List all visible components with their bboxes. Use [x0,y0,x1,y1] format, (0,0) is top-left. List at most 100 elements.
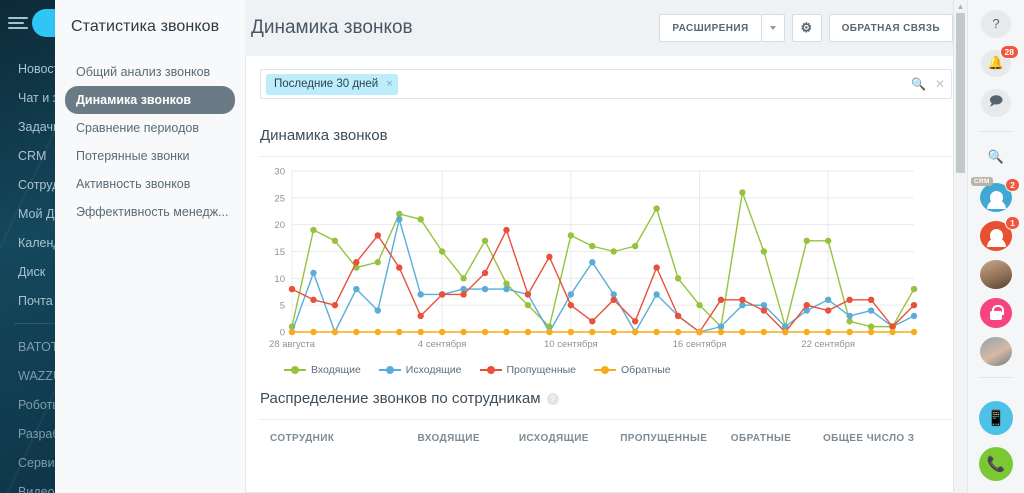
chart-title-divider [260,156,952,157]
chat-icon: 🗩 [988,93,1004,109]
svg-text:25: 25 [274,193,285,204]
legend-label: Обратные [621,364,671,376]
avatar-contact-badge: 1 [1005,216,1020,231]
legend-marker-icon [378,366,401,374]
filter-chip-remove-icon[interactable]: × [386,78,393,90]
svg-text:0: 0 [280,328,285,339]
svg-text:28 августа: 28 августа [269,339,316,350]
feedback-button[interactable]: ОБРАТНАЯ СВЯЗЬ [828,14,953,42]
search-button[interactable]: 🔍 [981,143,1011,171]
sidebar-item-crm[interactable]: CRM [18,148,47,163]
table-column-header-4[interactable]: ПРОПУЩЕННЫЕ [620,433,708,444]
sidebar-item-mail[interactable]: Почта [18,293,53,308]
device-button[interactable]: 📱 [979,401,1013,436]
toolbar: Динамика звонков РАСШИРЕНИЯ ⚙ ОБРАТНАЯ С… [245,0,967,56]
extensions-button[interactable]: РАСШИРЕНИЯ [659,14,761,42]
svg-text:4 сентября: 4 сентября [418,339,466,350]
svg-text:10: 10 [274,274,285,285]
panel-title: Статистика звонков [71,18,220,35]
extensions-button-group: РАСШИРЕНИЯ [659,14,785,42]
phone-icon: 📞 [986,456,1006,474]
bell-icon: 🔔 [987,55,1005,71]
avatar-contact[interactable]: 1 [980,216,1020,251]
legend-label: Пропущенные [506,364,577,376]
avatar-user-photo-1[interactable] [980,259,1012,290]
filter-input[interactable]: Последние 30 дней × 🔍 ✕ [260,69,952,99]
svg-text:22 сентября: 22 сентября [801,339,855,350]
close-icon[interactable]: ✕ [934,77,945,91]
legend-item-2[interactable]: Исходящие [378,364,462,376]
section-title-text: Распределение звонков по сотрудникам [260,390,541,407]
sidebar-menu: Новости Чат и звонки Задачи CRM Сотрудни… [0,54,150,493]
device-icon: 📱 [986,410,1006,428]
sidebar-item-news[interactable]: Новости [18,61,67,76]
rail-bottom-group: 📱 📞 [979,375,1013,493]
chart-legend: Входящие Исходящие Пропущенные Обратные [260,358,952,376]
filter-chip-label: Последние 30 дней [274,78,379,90]
svg-text:10 сентября: 10 сентября [544,339,598,350]
lock-icon [990,305,1004,321]
table-column-header-6[interactable]: ОБЩЕЕ ЧИСЛО З [822,433,915,444]
table-header-row: СОТРУДНИК ВХОДЯЩИЕ ИСХОДЯЩИЕ ПРОПУЩЕННЫЕ ОБР… [260,419,952,444]
line-chart[interactable]: 0 5 10 15 20 25 30 28 августа 4 сентября 10 сентя… [260,163,920,358]
svg-text:5: 5 [280,301,285,312]
main-content: Динамика звонков РАСШИРЕНИЯ ⚙ ОБРАТНАЯ С… [245,0,967,493]
call-button[interactable]: 📞 [979,447,1013,482]
question-icon[interactable]: ? [546,392,559,405]
table-column-header-2[interactable]: ВХОДЯЩИЕ [417,433,480,444]
legend-marker-icon [479,366,502,374]
search-icon[interactable]: 🔍 [910,77,926,91]
employee-distribution-title: Распределение звонков по сотрудникам ? [260,390,952,407]
legend-item-1[interactable]: Входящие [284,364,361,376]
panel-item-period-comparison[interactable]: Сравнение периодов [76,121,199,135]
sidebar-item-drive[interactable]: Диск [18,264,46,279]
table-column-header-1[interactable]: СОТРУДНИК [270,433,335,444]
scroll-up-arrow-icon[interactable]: ▲ [956,2,965,11]
extensions-dropdown-button[interactable] [760,14,785,42]
search-icon: 🔍 [987,148,1005,164]
chevron-down-icon [769,26,776,30]
svg-text:30: 30 [274,167,285,178]
avatar-crm-badge: 2 [1005,177,1020,192]
panel-item-general-analysis[interactable]: Общий анализ звонков [76,65,211,79]
legend-marker-icon [284,366,306,374]
svg-text:20: 20 [274,220,285,231]
chat-button[interactable]: 🗩 [981,89,1011,117]
chart-title: Динамика звонков [260,127,388,144]
page-title: Динамика звонков [251,17,413,38]
notifications-button[interactable]: 🔔 28 [981,44,1019,78]
scrollbar-thumb[interactable] [956,13,965,173]
module-panel: Статистика звонков Общий анализ звонков … [55,0,245,493]
avatar-crm[interactable]: CRM 2 [971,176,1020,213]
sidebar-item-tasks[interactable]: Задачи [18,119,60,134]
employee-distribution-section: Распределение звонков по сотрудникам ? С… [246,376,966,444]
panel-item-lost-calls[interactable]: Потерянные звонки [76,149,190,163]
panel-item-manager-efficiency[interactable]: Эффективность менедж... [76,205,229,219]
legend-label: Исходящие [405,364,462,376]
legend-item-3[interactable]: Пропущенные [479,364,577,376]
content-card: Последние 30 дней × 🔍 ✕ Динамика звонков… [245,56,967,493]
table-column-header-5[interactable]: ОБРАТНЫЕ [730,433,792,444]
settings-button[interactable]: ⚙ [791,14,822,42]
legend-item-4[interactable]: Обратные [594,364,671,376]
panel-menu: Общий анализ звонков Динамика звонков Ср… [55,58,245,226]
sidebar-item-robots[interactable]: Роботы [18,397,62,412]
legend-label: Входящие [311,364,361,376]
rail-divider-2 [979,377,1013,379]
filter-chip-last-30-days[interactable]: Последние 30 дней × [266,73,398,95]
help-button[interactable]: ? [981,10,1011,38]
svg-text:16 сентября: 16 сентября [673,339,727,350]
gear-icon: ⚙ [800,20,813,35]
panel-item-call-dynamics[interactable]: Динамика звонков [65,86,235,114]
chart-container: 0 5 10 15 20 25 30 28 августа 4 сентября 10 сентя… [246,157,966,376]
hamburger-menu-icon[interactable] [8,17,28,29]
table-column-header-3[interactable]: ИСХОДЯЩИЕ [518,433,589,444]
right-rail: ? 🔔 28 🗩 🔍 CRM 2 1 📱 [967,0,1024,493]
avatar-user-photo-2[interactable] [980,336,1012,367]
panel-item-call-activity[interactable]: Активность звонков [76,177,191,191]
notifications-badge: 28 [999,44,1019,59]
avatar-locked[interactable] [980,298,1012,328]
page-scrollbar[interactable]: ▲ [953,0,967,493]
filter-bar: Последние 30 дней × 🔍 ✕ [246,56,966,99]
